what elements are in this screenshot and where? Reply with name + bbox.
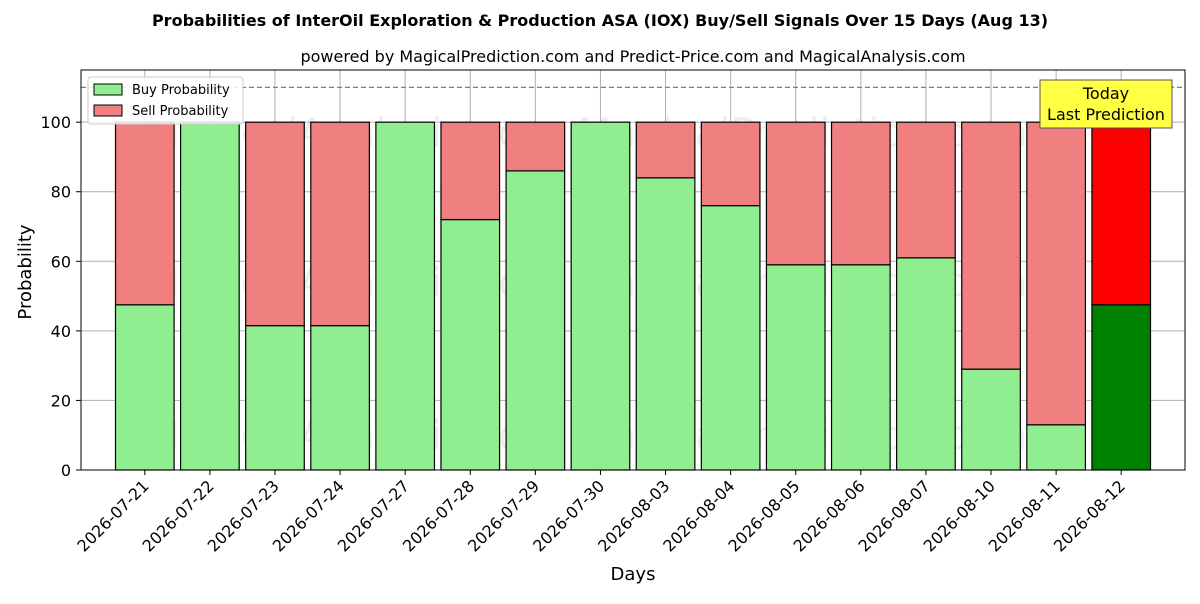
buy-bar [440, 218, 501, 471]
sell-bar [635, 121, 696, 179]
sell-bar [700, 121, 761, 207]
sell-bar [440, 121, 501, 221]
sell-bar [765, 121, 826, 266]
buy-bar [179, 121, 240, 471]
sell-bar [1091, 121, 1152, 306]
buy-bar [830, 264, 891, 471]
y-axis-label: Probability [15, 224, 36, 319]
buy-bar [114, 304, 175, 471]
legend: Buy Probability Sell Probability [87, 76, 244, 125]
legend-swatch [93, 83, 123, 96]
legend-box [87, 76, 244, 125]
y-tick-label: 60 [51, 252, 71, 271]
buy-bar [700, 205, 761, 471]
sell-bar [505, 121, 566, 172]
today-annotation: Today Last Prediction [1039, 79, 1173, 129]
annotation-line2: Last Prediction [1047, 105, 1165, 124]
buy-bar [1091, 304, 1152, 471]
sell-bar [114, 121, 175, 306]
sell-bar [896, 121, 956, 259]
legend-label: Sell Probability [132, 104, 229, 119]
buy-bar [245, 325, 305, 471]
sell-bar [245, 121, 305, 327]
buy-bar [961, 368, 1021, 471]
sell-bar [961, 121, 1021, 370]
y-tick-label: 20 [51, 391, 71, 410]
buy-bar [375, 121, 436, 471]
buy-bar [635, 177, 696, 471]
y-tick-label: 40 [51, 322, 71, 341]
buy-bar [310, 325, 370, 471]
x-axis-label: Days [611, 564, 656, 585]
annotation-line1: Today [1082, 84, 1129, 103]
chart-title: Probabilities of InterOil Exploration & … [152, 11, 1048, 30]
y-tick-label: 0 [61, 461, 71, 480]
y-tick-label: 80 [51, 183, 71, 202]
buy-bar [505, 170, 566, 471]
buy-bar [765, 264, 826, 471]
chart-subtitle: powered by MagicalPrediction.com and Pre… [300, 47, 965, 66]
sell-bar [1026, 121, 1087, 426]
legend-label: Buy Probability [132, 83, 230, 98]
sell-bar [830, 121, 891, 266]
buy-bar [1026, 424, 1087, 471]
buy-bar [896, 257, 956, 471]
plot-frame [80, 69, 1186, 471]
sell-bar [310, 121, 370, 327]
annotation-box [1039, 79, 1173, 129]
y-tick-label: 100 [40, 113, 71, 132]
bars-layer [114, 121, 1152, 471]
legend-swatch [93, 104, 123, 117]
buy-bar [570, 121, 631, 471]
